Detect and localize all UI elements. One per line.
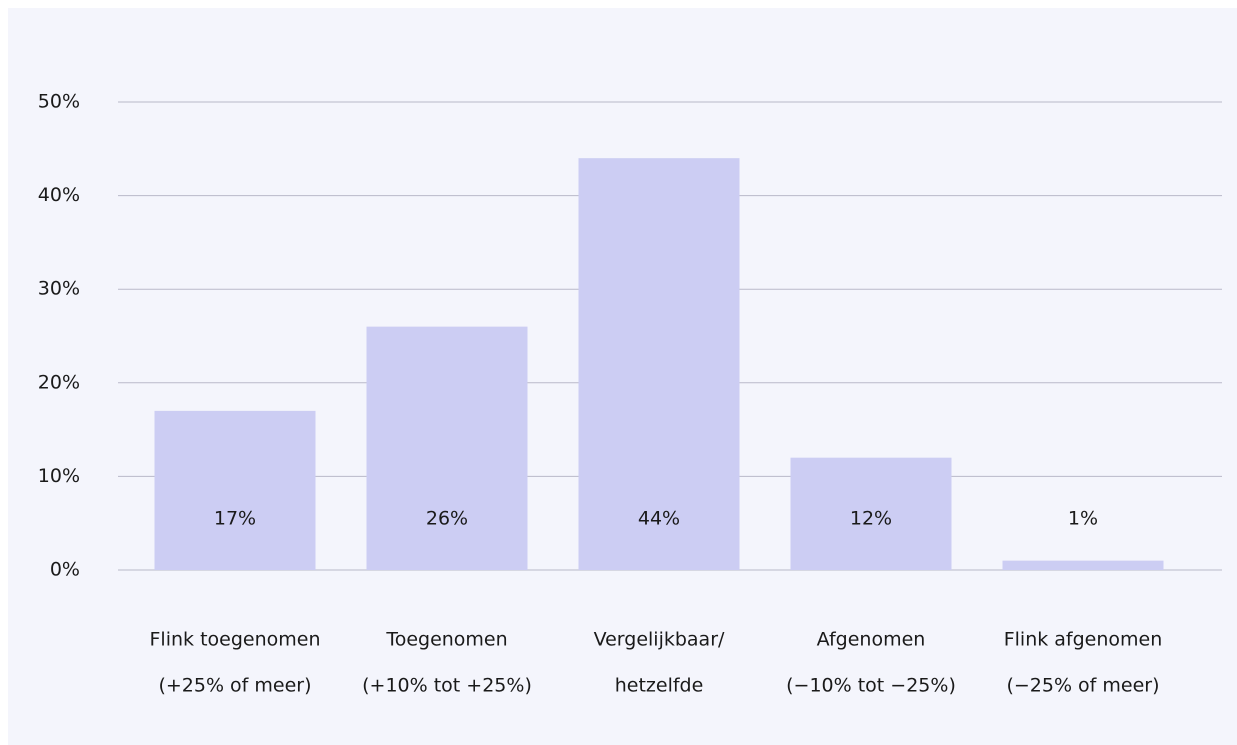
x-tick-label: (+10% tot +25%) [362,675,532,697]
x-tick-label: Toegenomen [385,629,507,651]
data-label: 12% [850,508,892,530]
data-label: 17% [214,508,256,530]
x-tick-label: (+25% of meer) [158,675,311,697]
x-tick-label: Afgenomen [817,629,926,651]
x-tick-label: Flink toegenomen [150,629,321,651]
bar [790,457,952,570]
bar [1002,560,1164,570]
y-tick-label: 20% [38,371,80,393]
data-label: 26% [426,508,468,530]
data-label: 1% [1068,508,1098,530]
x-tick-label: hetzelfde [615,675,704,697]
bar [154,410,316,570]
data-label: 44% [638,508,680,530]
bar [578,158,740,570]
x-tick-label: Vergelijkbaar/ [594,629,725,651]
bar [366,326,528,570]
x-tick-label: (−10% tot −25%) [786,675,956,697]
x-tick-label: (−25% of meer) [1006,675,1159,697]
y-tick-label: 50% [38,91,80,113]
y-tick-label: 30% [38,278,80,300]
x-tick-label: Flink afgenomen [1004,629,1163,651]
y-tick-label: 0% [50,559,80,581]
y-tick-label: 10% [38,465,80,487]
y-tick-label: 40% [38,184,80,206]
